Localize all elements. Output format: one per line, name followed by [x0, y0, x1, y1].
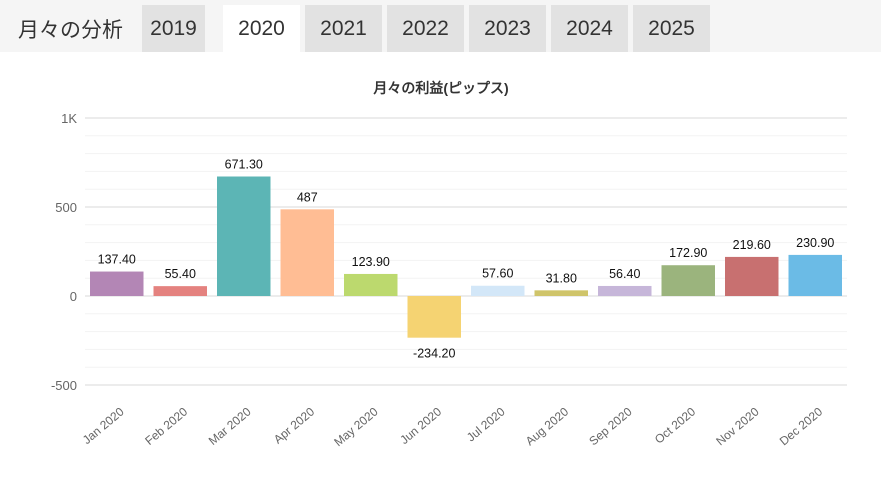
bar-mar-2020: [217, 176, 271, 296]
x-tick-label: Feb 2020: [142, 404, 190, 448]
bar-feb-2020: [153, 286, 207, 296]
x-tick-label: Sep 2020: [586, 404, 635, 448]
chart-title: 月々の利益(ピップス): [372, 80, 508, 96]
bar-aug-2020: [534, 290, 588, 296]
bar-may-2020: [344, 273, 398, 296]
data-label: 57.60: [482, 267, 513, 281]
x-tick-label: May 2020: [331, 404, 381, 449]
bar-dec-2020: [788, 254, 842, 296]
y-tick-label: 500: [55, 200, 77, 215]
bar-nov-2020: [725, 256, 779, 296]
tab-2024[interactable]: 2024: [551, 5, 628, 52]
tab-2021[interactable]: 2021: [305, 5, 382, 52]
tab-2025[interactable]: 2025: [633, 5, 710, 52]
data-label: -234.20: [413, 347, 455, 361]
x-tick-label: Mar 2020: [206, 404, 254, 448]
x-tick-label: Oct 2020: [652, 404, 699, 446]
tab-2023[interactable]: 2023: [469, 5, 546, 52]
tab-2019[interactable]: 2019: [142, 5, 205, 52]
data-label: 31.80: [546, 271, 577, 285]
bar-jun-2020: [407, 296, 461, 338]
section-title: 月々の分析: [18, 19, 123, 42]
bar-sep-2020: [598, 285, 652, 296]
y-tick-label: -500: [51, 378, 77, 393]
bar-jan-2020: [90, 271, 144, 296]
x-tick-label: Aug 2020: [523, 404, 572, 448]
data-label: 55.40: [165, 267, 196, 281]
x-tick-label: Dec 2020: [777, 404, 826, 448]
data-label: 56.40: [609, 267, 640, 281]
x-tick-label: Jan 2020: [80, 404, 127, 447]
data-label: 172.90: [669, 246, 707, 260]
y-tick-label: 1K: [61, 111, 77, 126]
data-label: 230.90: [796, 236, 834, 250]
monthly-profit-chart: 月々の利益(ピップス) 1K 500 0 -500 137.40 Jan 2020 55.40…: [51, 80, 847, 449]
x-tick-label: Jun 2020: [397, 404, 444, 447]
y-tick-label: 0: [70, 289, 77, 304]
bar-jul-2020: [471, 285, 525, 296]
x-tick-label: Jul 2020: [464, 404, 508, 444]
data-label: 137.40: [98, 253, 136, 267]
data-label: 487: [297, 190, 318, 204]
data-label: 219.60: [733, 238, 771, 252]
x-tick-label: Nov 2020: [713, 404, 762, 448]
bar-apr-2020: [280, 209, 334, 296]
data-label: 123.90: [352, 255, 390, 269]
x-tick-label: Apr 2020: [271, 404, 318, 446]
tab-2022[interactable]: 2022: [387, 5, 464, 52]
bar-oct-2020: [661, 265, 715, 296]
data-label: 671.30: [225, 158, 263, 172]
tab-2020[interactable]: 2020: [223, 5, 300, 52]
